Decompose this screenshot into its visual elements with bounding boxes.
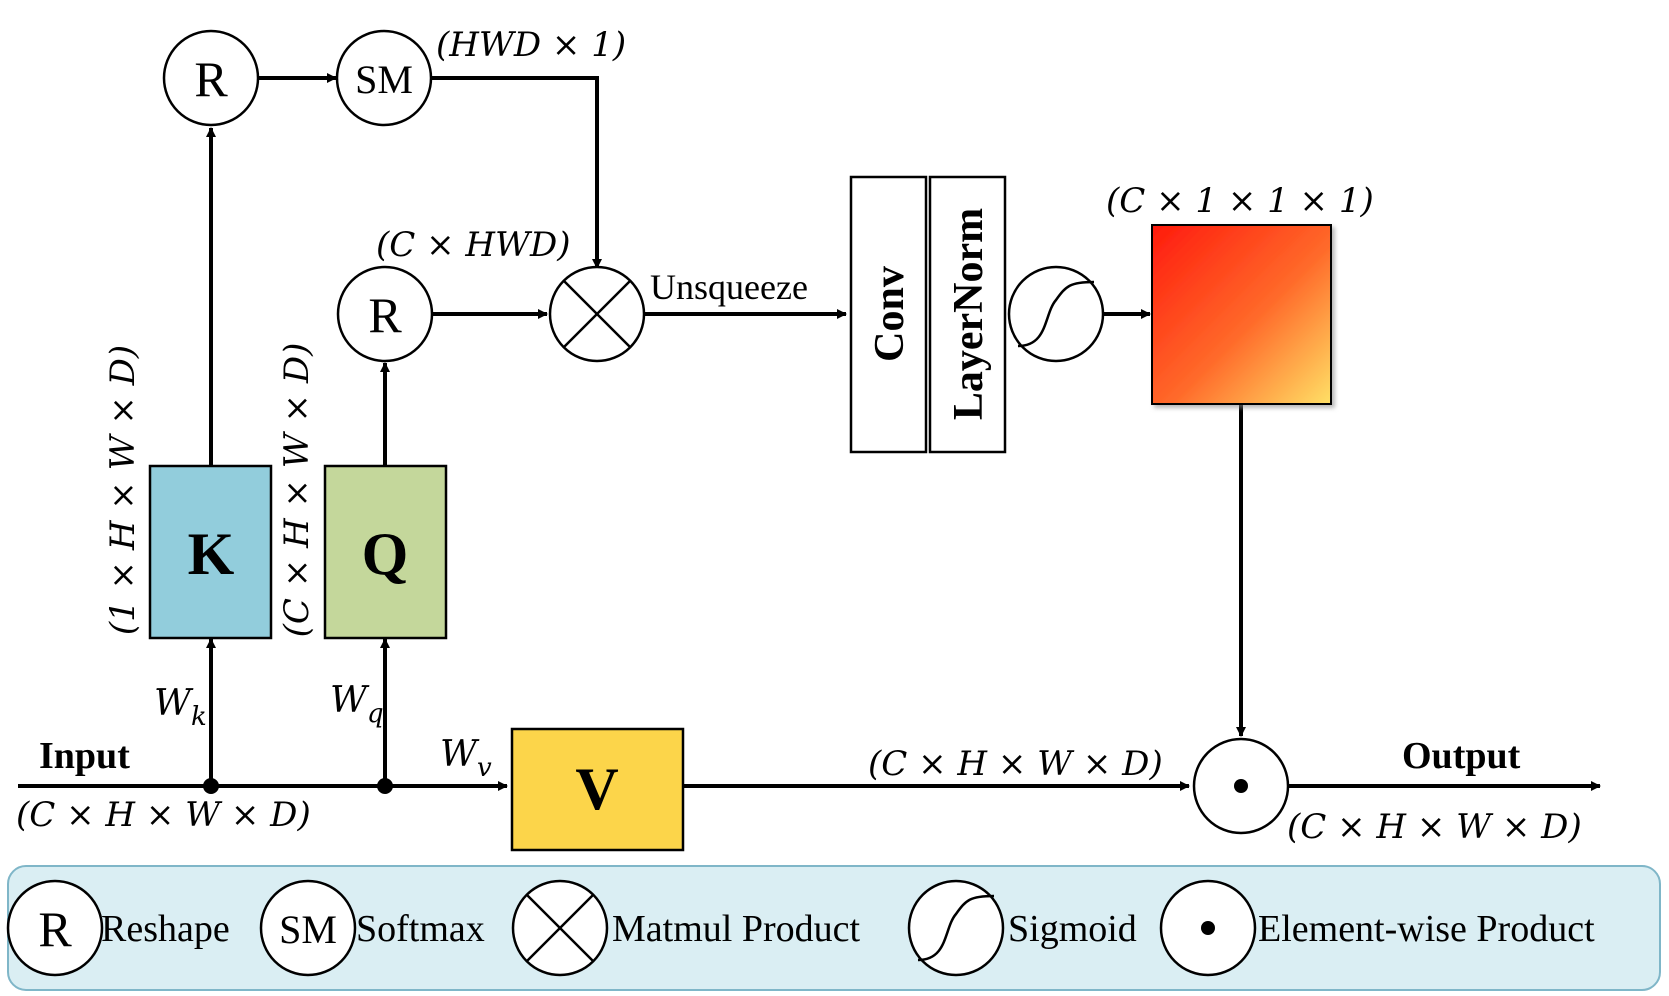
dim-label-q-vertical: (C × H × W × D) (277, 343, 317, 638)
dim-label-chwd: (C × HWD) (376, 225, 571, 265)
input-label: Input (39, 735, 130, 777)
query-box: Q (323, 464, 448, 640)
key-box: K (148, 464, 273, 640)
key-box-label: K (188, 521, 235, 587)
legend-sigmoid-label: Sigmoid (1008, 908, 1137, 950)
legend-matmul-symbol (511, 879, 609, 977)
dim-label-v-out: (C × H × W × D) (868, 744, 1163, 784)
legend-softmax-symbol-text: SM (279, 907, 337, 952)
legend-softmax-symbol: SM (259, 879, 357, 977)
legend-sigmoid-symbol (907, 879, 1005, 977)
reshape-node-top: R (162, 29, 260, 127)
legend: R Reshape SM Softmax Matmul Product Sigm… (6, 865, 1661, 991)
layernorm-box: LayerNorm (928, 175, 1007, 454)
softmax-node: SM (335, 29, 433, 127)
conv-box-label: Conv (867, 266, 913, 362)
dim-label-hwd1: (HWD × 1) (436, 25, 626, 65)
legend-reshape-symbol: R (6, 879, 104, 977)
legend-reshape-label: Reshape (101, 908, 230, 950)
legend-matmul-label: Matmul Product (612, 908, 860, 950)
softmax-to-matmul-line (431, 76, 602, 269)
connections (18, 73, 1601, 791)
value-box: V (510, 727, 685, 852)
elementwise-node (1192, 737, 1290, 835)
softmax-node-label: SM (355, 57, 413, 102)
layernorm-box-label: LayerNorm (946, 208, 992, 420)
query-box-label: Q (362, 521, 409, 587)
weight-label-wv: Wv (440, 734, 492, 783)
sigmoid-node (1007, 265, 1105, 363)
conv-box: Conv (849, 175, 928, 454)
dim-label-output: (C × H × W × D) (1287, 807, 1582, 847)
legend-elementwise-symbol (1159, 879, 1257, 977)
q-junction-dot (377, 778, 393, 794)
value-box-label: V (575, 756, 618, 822)
dim-label-input: (C × H × W × D) (16, 795, 311, 835)
k-junction-dot (203, 778, 219, 794)
attention-weights-block (1151, 224, 1332, 405)
weight-label-wq: Wq (330, 680, 384, 729)
dim-label-k-vertical: (1 × H × W × D) (103, 345, 143, 635)
legend-elementwise-label: Element-wise Product (1258, 908, 1595, 950)
reshape-node-top-label: R (194, 51, 228, 107)
legend-reshape-symbol-text: R (38, 901, 72, 957)
matmul-node (548, 265, 646, 363)
reshape-node-mid-label: R (368, 287, 402, 343)
reshape-node-mid: R (336, 265, 434, 363)
weight-label-wk: Wk (154, 683, 207, 732)
output-label: Output (1402, 735, 1521, 777)
unsqueeze-label: Unsqueeze (650, 267, 808, 307)
dim-label-c111: (C × 1 × 1 × 1) (1106, 181, 1374, 221)
legend-softmax-label: Softmax (356, 908, 485, 950)
